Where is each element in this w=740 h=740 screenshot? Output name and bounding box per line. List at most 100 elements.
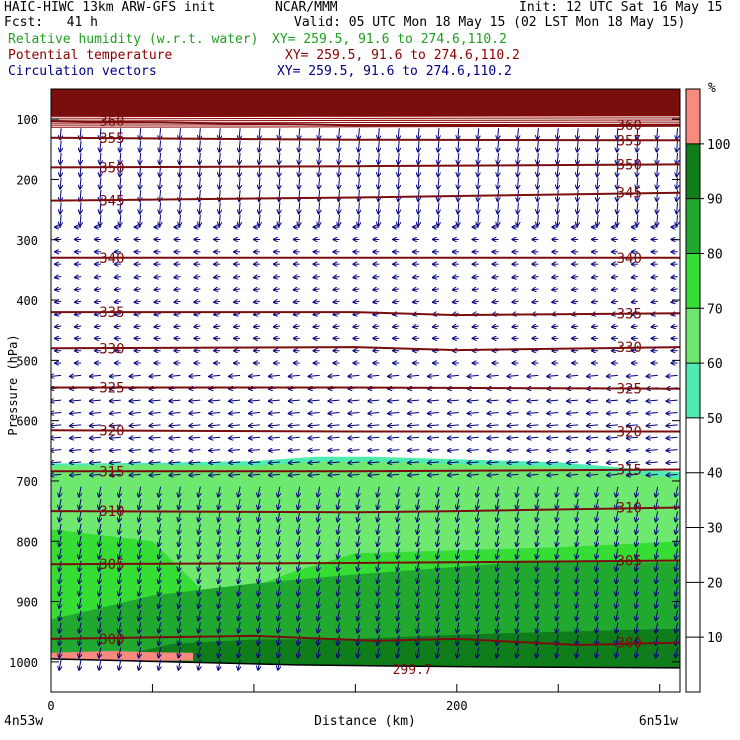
wind-vector bbox=[238, 647, 240, 657]
wind-vector bbox=[178, 498, 180, 509]
wind-vector bbox=[189, 474, 201, 475]
wind-vector bbox=[468, 450, 479, 451]
wind-vector bbox=[115, 301, 121, 302]
wind-vector bbox=[319, 214, 320, 226]
wind-vector bbox=[616, 486, 618, 497]
wind-vector bbox=[278, 498, 280, 509]
wind-vector bbox=[199, 202, 200, 213]
wind-vector bbox=[393, 289, 400, 290]
wind-vector bbox=[556, 560, 558, 571]
wind-vector bbox=[597, 177, 598, 189]
wind-vector bbox=[353, 277, 360, 278]
wind-vector bbox=[477, 610, 479, 620]
wind-vector bbox=[279, 128, 280, 139]
wind-vector bbox=[274, 301, 280, 302]
wind-vector bbox=[512, 301, 519, 302]
wind-vector bbox=[298, 622, 300, 633]
wind-vector bbox=[636, 573, 638, 583]
wind-vector bbox=[258, 647, 260, 657]
wind-vector bbox=[612, 301, 618, 302]
theta-contour-label: 360 bbox=[617, 118, 642, 134]
wind-vector bbox=[408, 462, 420, 463]
colorbar-label: 60 bbox=[707, 357, 723, 372]
wind-vector bbox=[51, 437, 62, 438]
wind-vector bbox=[478, 128, 479, 139]
wind-vector bbox=[477, 486, 479, 497]
wind-vector bbox=[119, 647, 121, 657]
wind-vector bbox=[338, 622, 340, 633]
wind-vector bbox=[408, 425, 420, 426]
wind-vector bbox=[60, 214, 61, 226]
wind-vector bbox=[99, 610, 101, 620]
wind-vector bbox=[676, 597, 678, 608]
wind-vector bbox=[155, 326, 161, 327]
wind-vector bbox=[636, 610, 638, 620]
wind-vector bbox=[397, 536, 399, 546]
wind-vector bbox=[497, 647, 499, 657]
wind-vector bbox=[209, 425, 221, 426]
wind-vector bbox=[279, 177, 280, 189]
colorbar-segment bbox=[686, 308, 700, 364]
wind-vector bbox=[179, 214, 180, 226]
wind-vector bbox=[413, 277, 420, 278]
wind-vector bbox=[59, 511, 61, 521]
wind-vector bbox=[616, 573, 618, 583]
wind-vector bbox=[100, 202, 101, 213]
wind-vector bbox=[160, 152, 161, 164]
wind-vector bbox=[438, 140, 439, 152]
wind-vector bbox=[388, 462, 400, 463]
wind-vector bbox=[676, 622, 678, 633]
wind-vector bbox=[536, 647, 538, 657]
wind-vector bbox=[159, 536, 161, 546]
wind-vector bbox=[298, 498, 300, 509]
wind-vector bbox=[587, 375, 599, 376]
wind-vector bbox=[596, 597, 598, 608]
wind-vector bbox=[174, 277, 181, 278]
wind-vector bbox=[80, 177, 81, 189]
wind-vector bbox=[139, 622, 141, 633]
wind-vector bbox=[667, 474, 678, 475]
wind-vector bbox=[249, 437, 261, 438]
wind-vector bbox=[51, 425, 62, 426]
wind-vector bbox=[329, 450, 340, 451]
wind-vector bbox=[676, 486, 678, 497]
wind-vector bbox=[278, 486, 280, 497]
wind-vector bbox=[607, 413, 618, 414]
wind-vector bbox=[348, 450, 360, 451]
wind-vector bbox=[457, 647, 459, 657]
wind-vector bbox=[79, 548, 81, 558]
wind-vector bbox=[239, 177, 240, 189]
wind-vector bbox=[119, 511, 121, 521]
wind-vector bbox=[189, 400, 201, 401]
wind-vector bbox=[229, 413, 241, 414]
wind-vector bbox=[587, 400, 599, 401]
theta-contour-345 bbox=[51, 191, 680, 202]
wind-vector bbox=[348, 474, 360, 475]
wind-vector bbox=[576, 548, 578, 558]
wind-vector bbox=[314, 277, 320, 278]
wind-vector bbox=[368, 400, 380, 401]
wind-vector bbox=[358, 128, 359, 139]
wind-vector bbox=[249, 474, 261, 475]
wind-vector bbox=[398, 128, 399, 139]
wind-vector bbox=[592, 277, 599, 278]
wind-vector bbox=[437, 597, 439, 608]
wind-vector bbox=[179, 140, 180, 152]
theta-contour-label: 315 bbox=[617, 462, 642, 478]
wind-vector bbox=[468, 375, 479, 376]
wind-vector bbox=[115, 326, 121, 327]
wind-vector bbox=[498, 152, 499, 164]
wind-vector bbox=[652, 326, 658, 327]
wind-vector bbox=[115, 314, 121, 315]
wind-vector bbox=[417, 536, 419, 546]
wind-vector bbox=[497, 498, 499, 509]
wind-vector bbox=[258, 597, 260, 608]
wind-vector bbox=[437, 548, 439, 558]
wind-vector bbox=[289, 474, 300, 475]
colorbar: % 100 90 80 70 60 50 40 30 20 10 bbox=[685, 81, 730, 693]
wind-vector bbox=[139, 498, 141, 509]
wind-vector bbox=[100, 140, 101, 152]
wind-vector bbox=[80, 140, 81, 152]
wind-vector bbox=[377, 622, 379, 633]
wind-vector bbox=[537, 202, 538, 213]
